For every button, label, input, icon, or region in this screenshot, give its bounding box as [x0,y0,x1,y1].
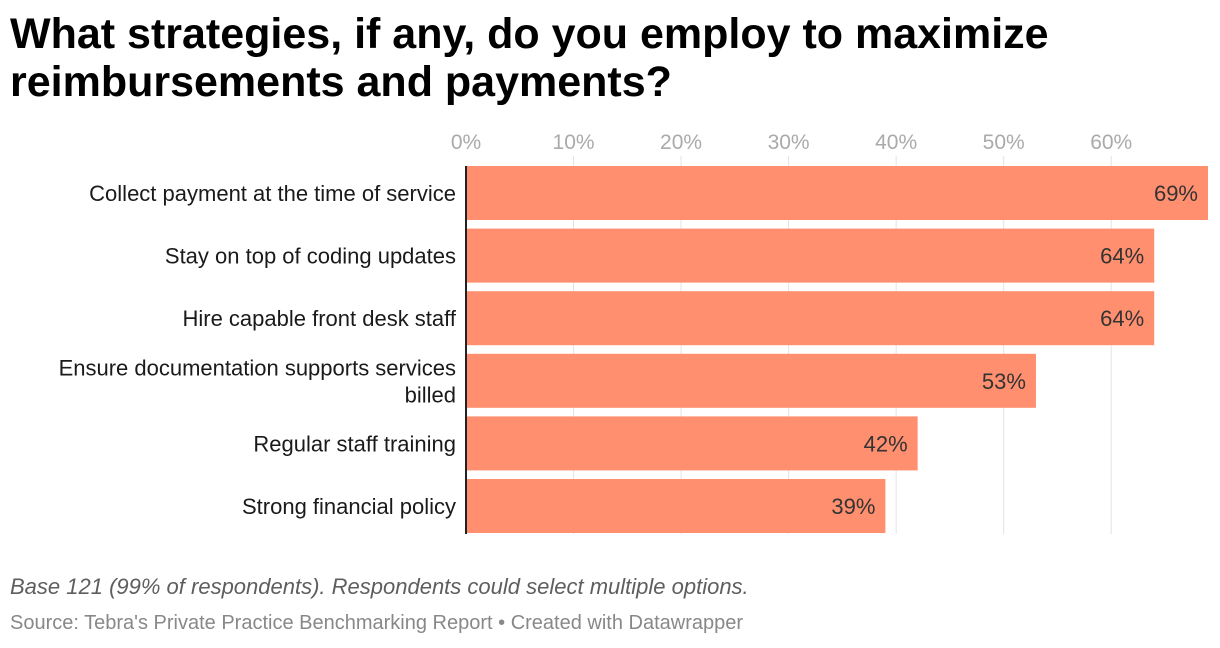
x-axis-tick-labels: 0% 10% 20% 30% 40% 50% 60% [451,131,1132,154]
category-label: Stay on top of coding updates [165,244,456,269]
datawrapper-credit: Created with Datawrapper [510,612,744,634]
bars [466,166,1208,533]
x-tick-label: 50% [983,131,1025,154]
x-tick-label: 0% [451,131,481,154]
value-label: 53% [982,369,1026,394]
category-label: Collect payment at the time of service [89,181,456,206]
bar-chart: 0% 10% 20% 30% 40% 50% 60% Collect payment at … [59,131,1208,534]
value-label: 64% [1100,244,1144,269]
category-label: Hire capable front desk staff [182,306,456,331]
bar [466,291,1155,346]
bar [466,353,1036,408]
x-tick-label: 10% [553,131,595,154]
value-labels: 69% 64% 64% 53% 42% 39% [831,181,1198,519]
value-label: 42% [864,431,908,456]
x-tick-label: 30% [768,131,810,154]
source-text: Source: Tebra's Private Practice Benchma… [10,612,493,634]
chart-notes: Base 121 (99% of respondents). Responden… [10,574,749,599]
value-label: 39% [831,494,875,519]
value-label: 69% [1154,181,1198,206]
source-line: Source: Tebra's Private Practice Benchma… [10,612,743,635]
bar [466,166,1208,220]
bar [466,228,1155,283]
x-tick-label: 60% [1090,131,1132,154]
x-tick-label: 40% [875,131,917,154]
category-label: Ensure documentation supports services bi… [59,355,456,407]
category-labels: Collect payment at the time of service St… [59,181,457,519]
category-label: Strong financial policy [242,494,456,519]
chart-title: What strategies, if any, do you employ t… [10,10,1049,106]
bar [466,416,918,471]
bar [466,479,886,533]
category-label: Regular staff training [253,431,456,456]
separator-dot: • [498,612,506,634]
x-tick-label: 20% [660,131,702,154]
value-label: 64% [1100,306,1144,331]
